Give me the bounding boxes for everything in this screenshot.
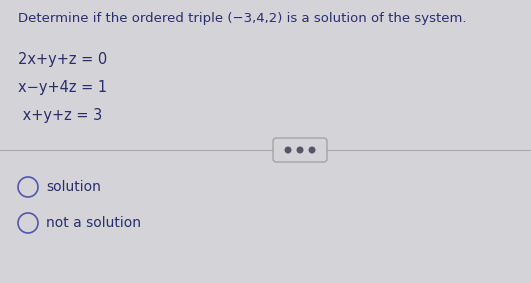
Text: 2x+y+z = 0: 2x+y+z = 0 [18, 52, 107, 67]
Text: solution: solution [46, 180, 101, 194]
Circle shape [285, 147, 291, 153]
FancyBboxPatch shape [273, 138, 327, 162]
Text: x+y+z = 3: x+y+z = 3 [18, 108, 102, 123]
Text: not a solution: not a solution [46, 216, 141, 230]
Text: Determine if the ordered triple (−3,4,2) is a solution of the system.: Determine if the ordered triple (−3,4,2)… [18, 12, 467, 25]
Circle shape [297, 147, 303, 153]
Circle shape [309, 147, 315, 153]
Text: x−y+4z = 1: x−y+4z = 1 [18, 80, 107, 95]
